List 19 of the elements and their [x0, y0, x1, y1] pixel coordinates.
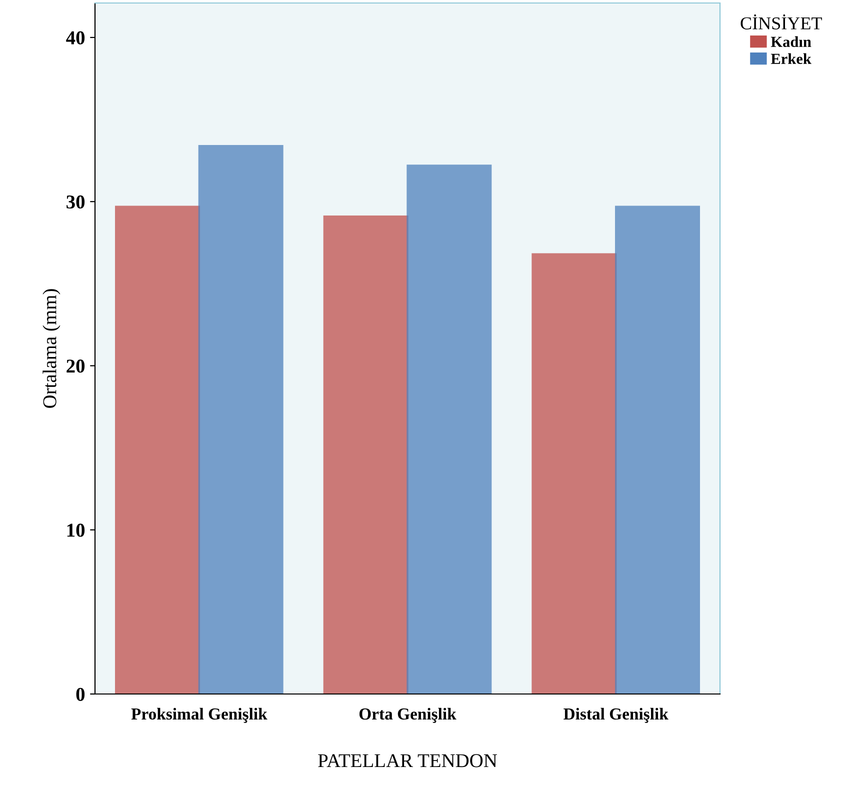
- legend-title: CİNSİYET: [740, 14, 822, 30]
- x-tick-label: Proksimal Genişlik: [131, 708, 268, 723]
- bar: [615, 206, 700, 694]
- bar: [532, 253, 617, 694]
- y-axis-title: Ortalama (mm): [42, 289, 60, 408]
- legend-label: Erkek: [770, 53, 812, 64]
- y-tick-label: 30: [66, 195, 85, 209]
- y-tick-label: 0: [76, 688, 85, 701]
- bar: [323, 216, 408, 694]
- y-tick-label: 40: [66, 31, 85, 44]
- x-tick-label: Distal Genişlik: [564, 708, 668, 723]
- x-axis-title: PATELLAR TENDON: [318, 754, 497, 768]
- bar: [198, 144, 284, 694]
- x-tick-label: Orta Genişlik: [359, 708, 456, 723]
- legend-label: Kadın: [770, 36, 812, 48]
- y-tick-label: 10: [67, 524, 85, 537]
- y-tick-label: 20: [66, 360, 85, 373]
- bar: [115, 206, 200, 694]
- bar: [406, 164, 492, 694]
